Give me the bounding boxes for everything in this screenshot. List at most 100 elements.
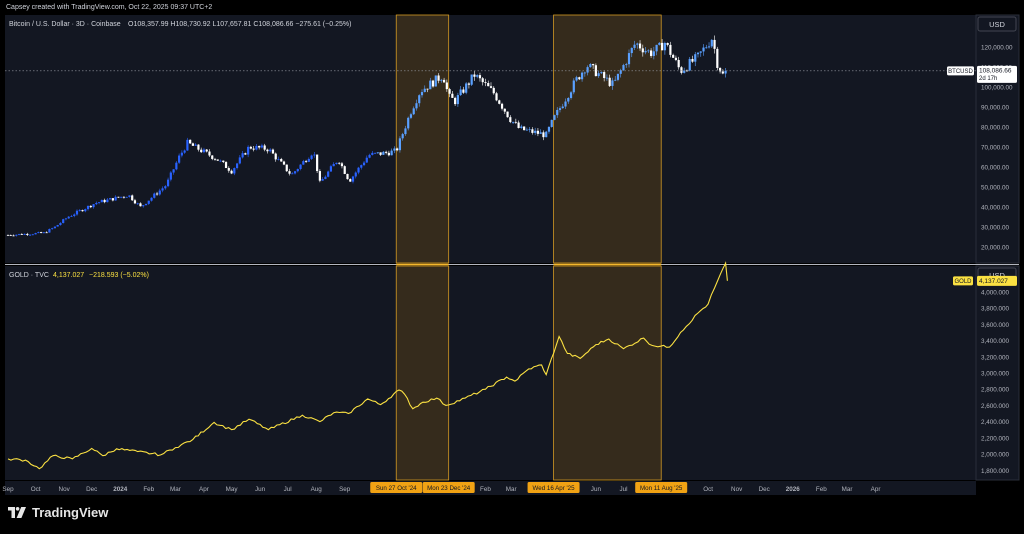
btc-candle-body bbox=[564, 101, 567, 107]
btc-candle-body bbox=[15, 234, 18, 236]
btc-candle-body bbox=[97, 202, 101, 204]
gold-pane[interactable] bbox=[5, 266, 976, 480]
x-tick-label: Apr bbox=[199, 486, 209, 493]
btc-candle-body bbox=[106, 199, 109, 203]
gold-last-price-tag[interactable]: 4,137.027 bbox=[977, 275, 1017, 286]
time-axis[interactable] bbox=[5, 481, 976, 495]
btc-candle-body bbox=[456, 95, 459, 105]
highlight-range-gold bbox=[553, 265, 662, 481]
x-tick-label: Sep bbox=[2, 486, 14, 493]
btc-candle-body bbox=[200, 149, 203, 153]
btc-candle-body bbox=[238, 157, 241, 164]
btc-candle-body bbox=[175, 162, 178, 170]
btc-candle-body bbox=[567, 97, 570, 102]
btc-candle-body bbox=[627, 53, 631, 65]
btc-candle-body bbox=[498, 100, 501, 104]
btc-last-price-tag[interactable]: 108,086.66 2d 17h bbox=[977, 65, 1017, 83]
btc-candle-body bbox=[371, 152, 374, 155]
btc-candle-body bbox=[255, 145, 258, 150]
btc-candle-body bbox=[674, 57, 678, 60]
btc-candle-body bbox=[28, 234, 32, 236]
btc-candle-body bbox=[531, 129, 534, 133]
btc-candle-body bbox=[260, 145, 264, 148]
x-tick-label: Jun bbox=[591, 486, 602, 493]
btc-candle-body bbox=[59, 222, 62, 225]
btc-candle-body bbox=[677, 59, 680, 68]
date-tag-label: Mon 23 Dec '24 bbox=[427, 485, 471, 492]
btc-candle-body bbox=[663, 42, 666, 51]
btc-candle-body bbox=[649, 50, 653, 56]
btc-price-tag-countdown: 2d 17h bbox=[979, 76, 997, 82]
btc-y-tick-label: 120,000.00 bbox=[981, 45, 1013, 52]
btc-pane[interactable] bbox=[5, 15, 976, 263]
btc-candle-body bbox=[274, 153, 277, 160]
btc-candle-body bbox=[235, 163, 239, 169]
btc-candle-body bbox=[183, 150, 186, 153]
btc-candle-body bbox=[423, 88, 426, 93]
btc-candle-body bbox=[705, 47, 708, 49]
btc-price-scale[interactable] bbox=[975, 14, 1020, 264]
btc-candle-body bbox=[67, 216, 70, 219]
gold-price-scale[interactable] bbox=[975, 265, 1020, 481]
btc-candle-body bbox=[31, 234, 34, 236]
btc-symbol-tag[interactable]: BTCUSD bbox=[947, 66, 974, 76]
btc-candle-body bbox=[401, 134, 404, 139]
btc-currency-label: USD bbox=[989, 20, 1005, 29]
btc-candle-body bbox=[431, 80, 435, 87]
btc-candle-body bbox=[409, 114, 413, 118]
btc-candle-body bbox=[208, 151, 211, 156]
btc-candle-body bbox=[688, 59, 691, 71]
btc-candle-body bbox=[724, 70, 727, 74]
btc-candle-body bbox=[153, 193, 156, 198]
btc-price-tag-box bbox=[977, 65, 1017, 83]
btc-candle-body bbox=[213, 158, 217, 160]
gold-legend-title: GOLD · TVC bbox=[9, 272, 49, 279]
btc-candle-body bbox=[390, 150, 393, 156]
btc-candle-body bbox=[462, 89, 465, 93]
x-tick-label: Oct bbox=[31, 486, 41, 493]
x-tick-label: Oct bbox=[703, 486, 713, 493]
btc-candle-body bbox=[316, 154, 319, 172]
btc-candle-body bbox=[442, 79, 446, 83]
btc-candle-body bbox=[696, 52, 700, 55]
btc-candle-body bbox=[583, 72, 586, 74]
btc-candle-body bbox=[561, 106, 564, 109]
btc-price-tag-value: 108,086.66 bbox=[979, 67, 1012, 74]
btc-candle-body bbox=[506, 111, 509, 118]
btc-candle-body bbox=[580, 72, 584, 80]
gold-symbol-tag[interactable]: GOLD bbox=[953, 276, 973, 286]
date-tag-box bbox=[635, 482, 688, 493]
btc-ohlc-values: O108,357.99 H108,730.92 L107,657.81 C108… bbox=[128, 21, 351, 28]
btc-y-tick-label: 50,000.00 bbox=[981, 185, 1010, 192]
btc-candle-body bbox=[313, 154, 316, 156]
btc-candle-body bbox=[161, 188, 164, 191]
btc-candle-body bbox=[222, 160, 225, 163]
btc-candle-body bbox=[407, 117, 410, 129]
btc-currency-badge[interactable] bbox=[977, 16, 1017, 32]
btc-candle-body bbox=[558, 108, 562, 110]
btc-candle-body bbox=[288, 171, 291, 174]
btc-candle-body bbox=[572, 80, 575, 93]
btc-candle-body bbox=[224, 162, 228, 169]
btc-candle-body bbox=[644, 50, 647, 53]
btc-candle-body bbox=[465, 83, 468, 93]
btc-candle-body bbox=[269, 149, 272, 152]
btc-candle-body bbox=[622, 65, 625, 71]
tradingview-brand[interactable]: TradingView bbox=[8, 505, 108, 520]
btc-candle-body bbox=[393, 148, 396, 151]
btc-candle-body bbox=[451, 93, 454, 98]
btc-candle-body bbox=[48, 229, 51, 233]
btc-candle-body bbox=[100, 199, 103, 203]
btc-candle-body bbox=[398, 138, 402, 151]
btc-candle-body bbox=[189, 139, 192, 144]
btc-candle-body bbox=[81, 210, 84, 212]
btc-candle-body bbox=[611, 80, 614, 86]
btc-candle-body bbox=[142, 205, 145, 207]
btc-candle-body bbox=[473, 74, 476, 77]
btc-candle-body bbox=[694, 54, 697, 62]
btc-candle-body bbox=[553, 115, 556, 120]
btc-symbol-tag-box bbox=[947, 66, 974, 76]
btc-candle-body bbox=[487, 83, 490, 87]
gold-y-tick-label: 2,200.000 bbox=[981, 435, 1010, 442]
